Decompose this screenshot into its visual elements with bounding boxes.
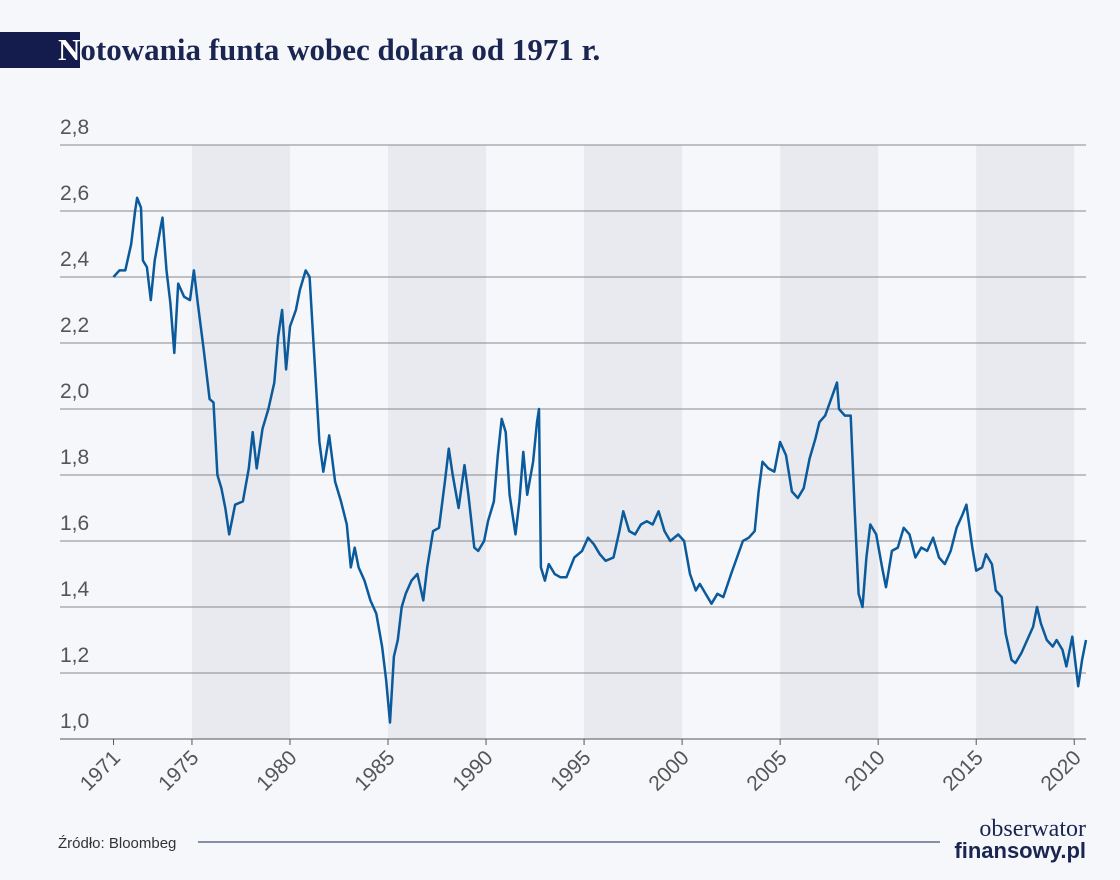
y-tick-label: 2,8 — [60, 116, 89, 139]
y-tick-label: 1,4 — [60, 578, 90, 601]
logo-bottom: finansowy.pl — [954, 838, 1086, 863]
y-tick-label: 1,2 — [60, 644, 89, 667]
period-band — [388, 145, 487, 739]
period-band — [584, 145, 683, 739]
x-tick-label: 2000 — [644, 746, 693, 795]
y-tick-label: 2,6 — [60, 182, 89, 205]
x-tick-label: 1995 — [546, 746, 595, 795]
y-tick-label: 1,0 — [60, 710, 89, 733]
y-tick-label: 2,4 — [60, 248, 90, 271]
title-bar — [0, 32, 80, 68]
x-tick-label: 2010 — [840, 746, 889, 795]
y-tick-label: 1,6 — [60, 512, 89, 535]
x-tick-label: 1971 — [76, 746, 125, 795]
x-tick-label: 1975 — [154, 746, 203, 795]
chart-title: Notowania funta wobec dolara od 1971 r. — [58, 32, 601, 67]
source: Źródło: Bloombeg — [58, 835, 176, 852]
period-band — [976, 145, 1075, 739]
period-band — [780, 145, 879, 739]
price-line — [112, 196, 1088, 724]
x-tick-label: 2015 — [938, 746, 987, 795]
x-tick-label: 2005 — [742, 746, 791, 795]
period-band — [191, 145, 290, 739]
y-tick-label: 2,0 — [60, 380, 89, 403]
x-tick-label: 1990 — [448, 746, 497, 795]
y-tick-label: 1,8 — [60, 446, 89, 469]
x-tick-label: 2020 — [1036, 746, 1085, 795]
y-tick-label: 2,2 — [60, 314, 89, 337]
x-tick-label: 1985 — [350, 746, 399, 795]
x-tick-label: 1980 — [252, 746, 301, 795]
logo-top: obserwator — [979, 816, 1086, 842]
